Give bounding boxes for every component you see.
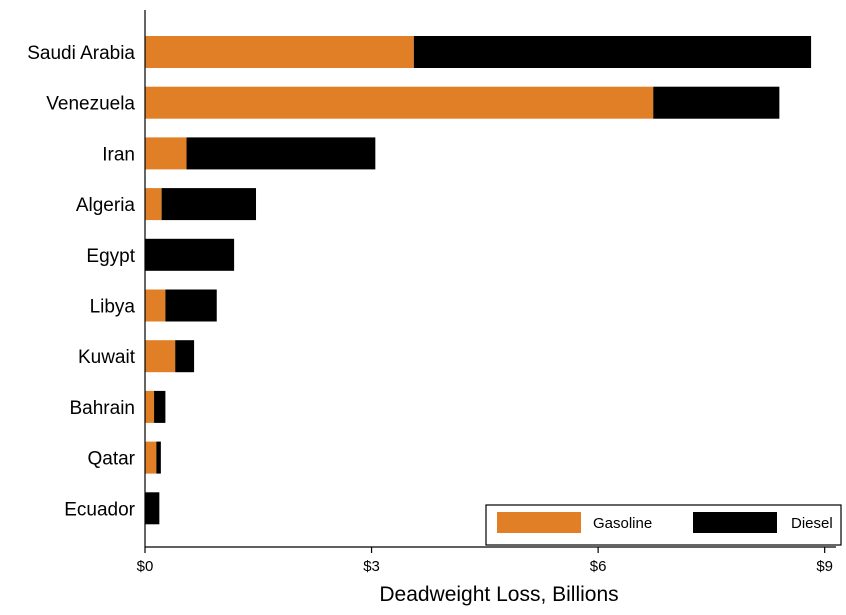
category-label: Kuwait: [78, 347, 136, 368]
bar-iran-gasoline: [145, 137, 187, 170]
category-label: Libya: [90, 297, 136, 318]
legend-label-diesel: Diesel: [791, 515, 833, 532]
bar-kuwait-diesel: [175, 340, 195, 373]
bars-layer: [145, 36, 812, 525]
category-label: Ecuador: [64, 499, 135, 520]
bar-saudi-arabia-gasoline: [145, 36, 414, 68]
bar-egypt-diesel: [145, 238, 235, 271]
category-label: Qatar: [87, 449, 135, 470]
category-label: Egypt: [86, 246, 135, 267]
bar-venezuela-gasoline: [145, 86, 654, 119]
bar-qatar-diesel: [156, 441, 161, 474]
bar-libya-diesel: [165, 289, 217, 322]
bar-iran-diesel: [186, 137, 376, 170]
category-label: Algeria: [76, 195, 136, 216]
x-axis-title: Deadweight Loss, Billions: [379, 583, 618, 606]
legend-swatch-gasoline: [497, 512, 581, 533]
category-label: Venezuela: [46, 94, 135, 115]
bar-algeria-diesel: [161, 188, 257, 221]
bar-venezuela-diesel: [653, 86, 780, 119]
category-label: Saudi Arabia: [27, 43, 135, 64]
x-tick-label: $9: [816, 558, 833, 575]
legend: Gasoline Diesel: [485, 504, 842, 546]
bar-libya-gasoline: [145, 289, 166, 322]
bar-algeria-gasoline: [145, 188, 162, 221]
category-label: Iran: [102, 144, 135, 165]
bar-bahrain-gasoline: [145, 390, 155, 423]
bar-bahrain-diesel: [154, 390, 166, 423]
bar-ecuador-diesel: [145, 492, 160, 525]
x-tick-label: $3: [363, 558, 380, 575]
category-label: Bahrain: [70, 398, 136, 419]
legend-swatch-diesel: [693, 512, 777, 533]
axes-layer: Saudi Arabia Venezuela Iran Algeria Egypt Lib…: [27, 10, 836, 575]
x-tick-label: $6: [590, 558, 607, 575]
bar-saudi-arabia-diesel: [413, 36, 812, 68]
bar-qatar-gasoline: [145, 441, 157, 474]
legend-label-gasoline: Gasoline: [593, 515, 652, 532]
x-tick-label: $0: [137, 558, 154, 575]
bar-kuwait-gasoline: [145, 340, 176, 373]
